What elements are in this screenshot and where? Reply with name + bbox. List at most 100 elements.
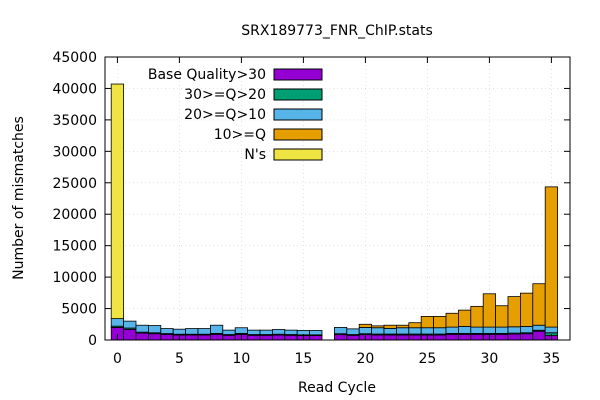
- bar-segment: [197, 328, 211, 335]
- x-tick-label: 15: [294, 351, 312, 367]
- bar-segment: [271, 334, 286, 341]
- x-tick-label: 5: [175, 351, 184, 367]
- bar-segment: [209, 333, 224, 341]
- bar-segment: [532, 330, 546, 341]
- bar-segment: [433, 316, 447, 329]
- bar-segment: [209, 324, 224, 334]
- legend-swatch: [273, 68, 323, 81]
- x-axis-label: Read Cycle: [298, 380, 376, 396]
- bar-segment: [495, 305, 509, 328]
- bar-segment: [259, 334, 273, 341]
- bar-segment: [507, 333, 521, 341]
- bar-segment: [433, 334, 447, 341]
- y-tick-label: 0: [88, 333, 97, 349]
- bar-segment: [470, 326, 484, 334]
- bar-segment: [110, 83, 124, 320]
- y-tick-label: 10000: [52, 270, 97, 286]
- bar-segment: [520, 333, 534, 341]
- bar-segment: [445, 333, 459, 341]
- bar-segment: [507, 326, 521, 334]
- bar-segment: [160, 333, 174, 341]
- y-axis-label: Number of mismatches: [11, 116, 27, 280]
- bar-segment: [284, 334, 298, 341]
- bar-segment: [408, 322, 422, 329]
- legend-label: N's: [244, 147, 266, 163]
- bar-segment: [185, 334, 199, 341]
- bar-segment: [507, 296, 521, 328]
- bar-segment: [147, 325, 162, 334]
- bar-segment: [185, 328, 199, 335]
- bar-segment: [520, 292, 534, 327]
- bar-segment: [123, 320, 137, 329]
- x-tick-label: 30: [480, 351, 498, 367]
- x-tick-label: 25: [418, 351, 436, 367]
- axis-ticks: 0 5000 10000 15000 20000 25000 30000 35000 40000…: [52, 50, 570, 367]
- bar-segment: [395, 334, 410, 341]
- legend-swatch: [273, 148, 323, 161]
- legend-swatch: [273, 108, 323, 121]
- y-tick-label: 20000: [52, 207, 97, 223]
- bar-segment: [445, 312, 459, 328]
- bar-segment: [259, 329, 273, 335]
- bar-segment: [408, 334, 422, 341]
- bar-segment: [172, 328, 186, 335]
- bar-segment: [395, 327, 410, 335]
- bar-segment: [147, 333, 162, 341]
- bar-segment: [110, 318, 124, 327]
- bar-segment: [247, 329, 261, 335]
- bar-segment: [309, 335, 323, 341]
- bar-segment: [234, 327, 248, 334]
- legend-label: 20>=Q>10: [184, 107, 266, 123]
- bar-segment: [371, 327, 385, 335]
- bar-segment: [222, 329, 236, 335]
- bar-segment: [383, 327, 397, 335]
- legend-label: 30>=Q>20: [184, 87, 266, 103]
- bar-segment: [520, 326, 534, 334]
- bar-segment: [544, 186, 559, 328]
- x-tick-label: 35: [542, 351, 560, 367]
- bar-segment: [222, 334, 236, 341]
- bar-segment: [395, 324, 410, 329]
- legend: Base Quality>30 30>=Q>20 20>=Q>10 10>=Q N's: [148, 67, 323, 163]
- bar-segment: [346, 328, 360, 335]
- bar-segment: [457, 326, 472, 334]
- bar-segment: [135, 324, 149, 333]
- bar-segment: [470, 333, 484, 341]
- bar-segment: [532, 324, 546, 331]
- plot-frame: [104, 56, 571, 341]
- bar-segment: [371, 334, 385, 341]
- y-tick-label: 35000: [52, 113, 97, 129]
- bar-segment: [284, 329, 298, 335]
- bar-segment: [544, 326, 559, 334]
- bar-segment: [482, 326, 497, 334]
- y-tick-label: 40000: [52, 81, 97, 97]
- y-tick-label: 45000: [52, 50, 97, 66]
- bar-segment: [433, 327, 447, 335]
- bar-segment: [420, 327, 435, 335]
- legend-label: 10>=Q: [214, 127, 266, 143]
- bar-segment: [123, 328, 137, 341]
- stacked-bars: [110, 83, 559, 341]
- bar-segment: [457, 333, 472, 341]
- bar-segment: [371, 325, 385, 329]
- legend-swatch: [273, 128, 323, 141]
- bar-segment: [383, 334, 397, 341]
- y-tick-label: 15000: [52, 239, 97, 255]
- bar-segment: [309, 330, 323, 336]
- bar-segment: [495, 333, 509, 341]
- x-tick-label: 10: [232, 351, 250, 367]
- y-tick-label: 25000: [52, 176, 97, 192]
- bar-segment: [383, 324, 397, 329]
- bar-segment: [408, 327, 422, 335]
- bar-segment: [445, 326, 459, 334]
- bar-segment: [532, 283, 546, 326]
- legend-swatch: [273, 88, 323, 101]
- x-tick-label: 0: [113, 351, 122, 367]
- bar-segment: [333, 327, 348, 335]
- bar-segment: [271, 329, 286, 335]
- bar-segment: [160, 328, 174, 334]
- bar-segment: [495, 326, 509, 334]
- bar-segment: [420, 316, 435, 329]
- bar-segment: [482, 293, 497, 328]
